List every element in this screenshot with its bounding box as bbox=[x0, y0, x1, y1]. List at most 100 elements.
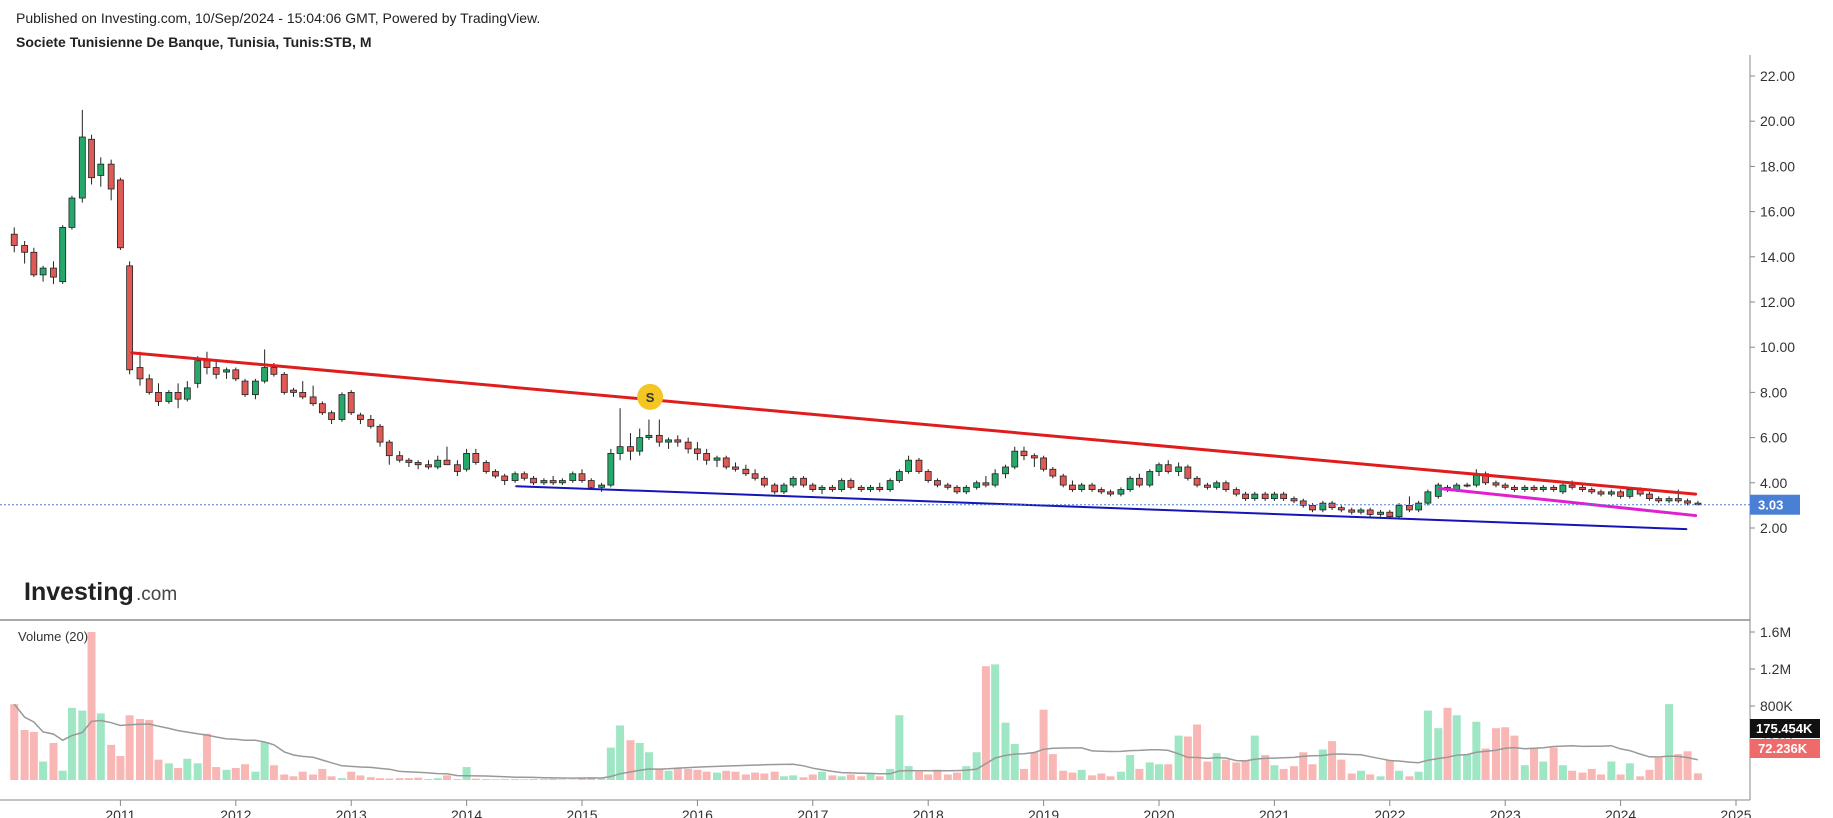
candle bbox=[107, 159, 115, 201]
candle-body bbox=[1251, 493, 1259, 500]
candle-body bbox=[425, 464, 432, 468]
volume-bar bbox=[1077, 769, 1086, 780]
chart-frame bbox=[0, 55, 1751, 801]
candle bbox=[1184, 464, 1192, 481]
candle bbox=[1377, 509, 1384, 517]
y-tick-label: 2.00 bbox=[1760, 520, 1787, 536]
volume-bar bbox=[1607, 761, 1616, 780]
candle-body bbox=[713, 457, 721, 461]
candle-body bbox=[1261, 493, 1269, 500]
candle-body bbox=[1049, 468, 1057, 477]
candle-body bbox=[414, 462, 422, 466]
candle bbox=[299, 381, 307, 400]
volume-bar bbox=[924, 774, 933, 780]
volume-bar bbox=[828, 775, 837, 780]
volume-bar bbox=[1250, 735, 1259, 780]
investing-logo: Investing .com bbox=[24, 578, 177, 606]
candle bbox=[587, 478, 595, 490]
volume-bar bbox=[1068, 772, 1077, 780]
candle-body bbox=[800, 477, 807, 486]
candle bbox=[991, 469, 999, 488]
candle-body bbox=[857, 486, 865, 490]
candle bbox=[809, 482, 817, 492]
volume-bar bbox=[289, 776, 298, 780]
candle-body bbox=[1607, 491, 1615, 495]
volume-bar bbox=[1308, 764, 1317, 780]
candle bbox=[97, 157, 105, 187]
volume-bar bbox=[222, 769, 231, 780]
candle bbox=[155, 383, 162, 406]
x-tick-label: 2024 bbox=[1605, 807, 1636, 818]
trendline-red[interactable] bbox=[130, 351, 1698, 496]
volume-bar bbox=[1452, 715, 1461, 780]
signal-marker[interactable] bbox=[637, 383, 664, 410]
candle-body bbox=[703, 453, 711, 461]
volume-bar bbox=[78, 710, 87, 780]
candle-body bbox=[1040, 457, 1047, 470]
candle bbox=[338, 392, 346, 422]
candle bbox=[1222, 480, 1230, 492]
candle bbox=[876, 482, 884, 492]
candle-body bbox=[1088, 484, 1096, 490]
volume-bar bbox=[404, 778, 413, 780]
candle-body bbox=[194, 360, 202, 384]
candle-body bbox=[338, 394, 346, 420]
volume-bar bbox=[875, 776, 884, 780]
volume-bar bbox=[241, 764, 250, 780]
candle bbox=[347, 390, 355, 415]
x-tick-label: 2019 bbox=[1028, 807, 1059, 818]
volume-bar bbox=[96, 713, 105, 780]
volume-bar bbox=[1030, 752, 1039, 780]
candle bbox=[194, 356, 202, 388]
candle bbox=[328, 410, 335, 425]
candle-body bbox=[270, 367, 278, 375]
volume-bar bbox=[1501, 727, 1510, 780]
volume-bar bbox=[1097, 773, 1106, 780]
candle-body bbox=[829, 486, 836, 490]
candle-body bbox=[760, 477, 768, 486]
volume-bar bbox=[193, 763, 202, 780]
candle-body bbox=[511, 473, 519, 481]
volume-bar bbox=[981, 666, 990, 780]
candle-body bbox=[318, 403, 326, 414]
candle-body bbox=[934, 480, 941, 486]
volume-bar bbox=[751, 772, 760, 780]
candle-body bbox=[1078, 484, 1086, 490]
volume-bar bbox=[87, 632, 96, 780]
volume-bar bbox=[597, 778, 606, 780]
volume-bar bbox=[693, 769, 702, 780]
candle bbox=[223, 367, 230, 379]
volume-bar bbox=[1596, 774, 1605, 780]
candle-body bbox=[1222, 482, 1230, 490]
candle bbox=[1204, 482, 1211, 490]
candle-body bbox=[299, 391, 307, 398]
volume-bar bbox=[626, 740, 635, 780]
trendline-magenta[interactable] bbox=[1437, 486, 1698, 518]
volume-bar bbox=[1145, 762, 1154, 780]
candle bbox=[501, 473, 509, 486]
trendline-blue[interactable] bbox=[515, 485, 1688, 531]
volume-bar bbox=[1183, 736, 1192, 780]
candle-body bbox=[492, 471, 499, 477]
candle-body bbox=[973, 482, 981, 488]
candle bbox=[241, 378, 249, 397]
volume-bar bbox=[1665, 704, 1674, 780]
candle-body bbox=[944, 484, 952, 488]
volume-bar bbox=[511, 779, 520, 780]
volume-bar bbox=[635, 743, 644, 780]
candle-body bbox=[549, 480, 557, 484]
volume-bar bbox=[318, 768, 327, 780]
candle-body bbox=[982, 482, 990, 486]
volume-bar bbox=[1106, 776, 1115, 780]
candle bbox=[434, 455, 442, 470]
candle-body bbox=[385, 441, 393, 457]
volume-bar bbox=[789, 775, 798, 780]
volume-last-tag bbox=[1750, 739, 1820, 758]
candle bbox=[183, 381, 191, 402]
candle-body bbox=[1559, 484, 1567, 493]
candle-body bbox=[203, 360, 211, 368]
trendlines: S bbox=[130, 351, 1698, 531]
candle bbox=[376, 424, 384, 447]
candle-body bbox=[1492, 482, 1500, 486]
